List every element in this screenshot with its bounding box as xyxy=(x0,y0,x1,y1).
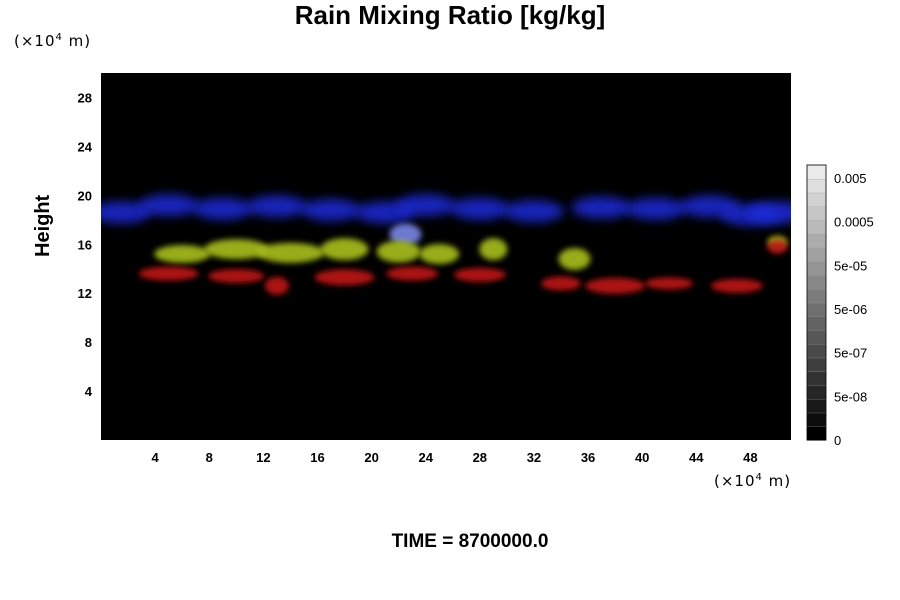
field-cell-blue xyxy=(389,223,422,246)
x-tick-label: 24 xyxy=(418,450,433,465)
colorbar-segment xyxy=(806,164,827,180)
field-cell-green xyxy=(419,244,460,265)
colorbar-segment xyxy=(806,398,827,414)
y-tick-label: 16 xyxy=(78,237,92,252)
colorbar-tick-label: 5e-05 xyxy=(834,258,867,273)
colorbar-segment xyxy=(806,206,827,221)
field-cell-green xyxy=(479,238,508,261)
chart-title: Rain Mixing Ratio [kg/kg] xyxy=(294,0,606,30)
field-cell-green xyxy=(256,242,325,263)
field-cell-red xyxy=(386,266,439,281)
y-tick-label: 24 xyxy=(78,139,93,154)
x-tick-label: 36 xyxy=(581,450,595,465)
y-tick-label: 12 xyxy=(78,286,92,301)
colorbar-segment xyxy=(806,178,827,194)
colorbar-tick-label: 0.005 xyxy=(834,171,867,186)
x-tick-label: 40 xyxy=(635,450,649,465)
colorbar-tick-label: 5e-08 xyxy=(834,389,867,404)
field-cell-blue xyxy=(395,194,456,217)
colorbar-frame xyxy=(806,164,827,441)
colorbar-segment xyxy=(806,316,827,331)
field-cell-green xyxy=(558,247,591,270)
x-tick-label: 4 xyxy=(152,450,160,465)
field-cell-red xyxy=(453,267,506,282)
y-tick-label: 20 xyxy=(78,188,92,203)
x-tick-label: 28 xyxy=(473,450,487,465)
x-tick-label: 48 xyxy=(743,450,757,465)
field-cell-blue xyxy=(625,197,686,220)
colorbar-segment xyxy=(806,357,827,372)
x-tick-label: 8 xyxy=(206,450,213,465)
colorbar-tick-label: 5e-06 xyxy=(834,302,867,317)
colorbar-segment xyxy=(806,219,827,235)
colorbar-segment xyxy=(806,384,827,400)
field-cell-blue xyxy=(503,200,564,223)
field-cell-red xyxy=(541,276,581,291)
colorbar-segment xyxy=(806,343,827,359)
field-cell-green xyxy=(204,239,269,260)
colorbar-tick-label: 0.0005 xyxy=(834,215,874,230)
field-cell-blue xyxy=(246,195,307,218)
colorbar-segment xyxy=(806,412,827,427)
field-cell-red xyxy=(710,278,763,293)
x-tick-label: 44 xyxy=(689,450,704,465)
x-unit-label: (×104 m) xyxy=(714,472,792,490)
colorbar-segment xyxy=(806,329,827,345)
x-tick-label: 20 xyxy=(364,450,378,465)
field-cell-red xyxy=(767,239,788,254)
colorbar-segment xyxy=(806,371,827,386)
field-cell-red xyxy=(645,277,694,290)
field-cell-blue xyxy=(571,196,632,219)
field-cell-blue xyxy=(747,201,791,224)
field-cell-red xyxy=(138,266,199,281)
y-unit-label: (×104 m) xyxy=(14,32,92,50)
field-cell-green xyxy=(376,240,421,263)
colorbar-segment xyxy=(806,426,827,441)
colorbar-segment xyxy=(806,288,827,304)
colorbar-segment xyxy=(806,261,827,276)
y-tick-label: 4 xyxy=(85,384,93,399)
field-cell-red xyxy=(585,277,646,294)
y-tick-label: 28 xyxy=(78,90,92,105)
field-cell-blue xyxy=(192,197,253,220)
field-cell-blue xyxy=(101,201,152,224)
x-tick-label: 12 xyxy=(256,450,270,465)
colorbar-segment xyxy=(806,192,827,207)
field-cell-blue xyxy=(449,197,510,220)
colorbar-segment xyxy=(806,274,827,290)
field-cell-green xyxy=(154,245,211,264)
colorbar-segment xyxy=(806,233,827,249)
field-cell-red xyxy=(264,276,289,295)
colorbar-segment xyxy=(806,302,827,317)
time-label: TIME = 8700000.0 xyxy=(391,531,549,552)
colorbar-tick-label: 5e-07 xyxy=(834,346,867,361)
field-cell-red xyxy=(314,269,375,286)
colorbar-segment xyxy=(806,247,827,262)
field-cell-red xyxy=(208,269,265,284)
colorbar-tick-label: 0 xyxy=(834,433,841,448)
x-tick-label: 32 xyxy=(527,450,541,465)
field-cell-blue xyxy=(301,199,361,222)
field-cell-green xyxy=(320,238,369,261)
field-cell-blue xyxy=(138,194,199,217)
x-tick-label: 16 xyxy=(310,450,324,465)
y-tick-label: 8 xyxy=(85,335,92,350)
